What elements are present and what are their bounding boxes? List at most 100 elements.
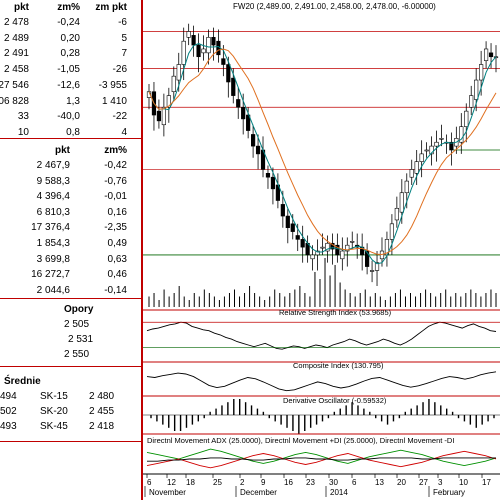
average-cell: 2 455 [89, 406, 115, 417]
quote-cell: 2 491 [3, 48, 29, 60]
candle-body [424, 149, 429, 152]
candle-body [171, 75, 176, 93]
index-cell: 0,46 [107, 269, 127, 281]
quote-row[interactable]: 2 478 -0,24 -6 [0, 17, 141, 31]
index-row[interactable]: 17 376,4 -2,35 [0, 222, 141, 236]
averages-title[interactable]: Średnie [0, 376, 141, 390]
index-cell: 2 044,6 [36, 284, 70, 296]
candle-body [315, 250, 320, 256]
quote-cell: 2 489 [3, 32, 29, 44]
composite-label: Composite Index (130.795) [293, 361, 384, 370]
column-header: pkt [14, 2, 29, 13]
quotes-panel: pkt zm% zm pkt 2 478 -0,24 -6 2 489 0,20 5 2 491 0… [0, 0, 141, 500]
quote-row[interactable]: 2 491 0,28 7 [0, 48, 141, 62]
tick-label: 16 [284, 478, 293, 487]
quote-row[interactable]: 2 489 0,20 5 [0, 33, 141, 47]
tick-label: 27 [419, 478, 428, 487]
candle-body [365, 250, 370, 267]
month-label: February [433, 488, 465, 497]
index-cell: 0,49 [107, 238, 127, 249]
average-cell: 502 [0, 406, 17, 417]
column-header: pkt [55, 145, 70, 156]
quote-cell: 1,3 [66, 95, 80, 107]
tick-label: 9 [261, 478, 266, 487]
index-row[interactable]: 4 396,4 -0,01 [0, 191, 141, 205]
quote-cell: -0,24 [57, 17, 80, 28]
index-cell: 6 810,3 [36, 206, 70, 218]
tick-label: 6 [147, 478, 152, 487]
column-header: zm pkt [95, 2, 127, 13]
section-separator [0, 138, 141, 139]
quote-row[interactable]: 10 0,8 4 [0, 127, 141, 141]
index-row[interactable]: 16 272,7 0,46 [0, 269, 141, 283]
index-cell: 16 272,7 [31, 269, 70, 281]
quote-cell: -6 [118, 17, 127, 28]
index-row[interactable]: 6 810,3 0,16 [0, 207, 141, 221]
index-cell: -0,42 [104, 160, 127, 171]
candle-body [255, 145, 261, 155]
quote-cell: 2 458 [3, 64, 29, 76]
candle-body [325, 242, 330, 252]
quotes-header[interactable]: pkt zm% zm pkt [0, 2, 141, 16]
candle-body [300, 239, 305, 248]
average-row[interactable]: 493 SK-45 2 418 [0, 421, 141, 435]
average-row[interactable]: 502 SK-20 2 455 [0, 406, 141, 420]
quote-row[interactable]: 27 546 -12,6 -3 955 [0, 80, 141, 94]
quote-cell: 27 546 [0, 79, 29, 91]
section-separator [0, 298, 141, 299]
index-header[interactable]: pkt zm% [0, 145, 141, 159]
x-axis: 6 12 18 25 2 9 16 23 30 6 13 20 27 3 10 17 November Decem… [143, 473, 500, 497]
candle-body [295, 235, 300, 240]
long-moving-average [148, 48, 497, 256]
candle-body [439, 138, 444, 140]
index-row[interactable]: 2 467,9 -0,42 [0, 160, 141, 174]
average-cell: 2 480 [89, 391, 115, 402]
index-cell: 9 588,3 [36, 175, 70, 187]
quote-row[interactable]: 2 458 -1,05 -26 [0, 64, 141, 78]
candle-body [394, 207, 399, 221]
tick-label: 13 [375, 478, 384, 487]
index-row[interactable]: 2 044,6 -0,14 [0, 285, 141, 299]
index-cell: 0,16 [107, 206, 127, 218]
dmi-label: Directnl Movement ADX (25.0000), Directn… [147, 436, 454, 445]
support-row[interactable]: 2 550 [0, 349, 141, 363]
quote-row[interactable]: 06 828 1,3 1 410 [0, 96, 141, 110]
index-cell: -0,01 [104, 191, 127, 203]
tick-label: 3 [438, 478, 443, 487]
candle-body [404, 180, 409, 194]
support-row[interactable]: 2 531 [0, 334, 141, 348]
candle-body [330, 242, 335, 250]
rsi-line [146, 321, 497, 350]
quote-cell: 7 [121, 48, 127, 60]
index-row[interactable]: 1 854,3 0,49 [0, 238, 141, 252]
price-chart[interactable]: 6 12 18 25 2 9 16 23 30 6 13 20 27 3 10 17 November Decem… [143, 0, 500, 500]
quote-cell: 33 [17, 111, 29, 123]
section-separator [0, 366, 141, 367]
composite-line [146, 371, 497, 392]
candle-body [449, 141, 454, 151]
candle-body [290, 223, 295, 232]
averages-heading: Średnie [4, 376, 41, 387]
average-row[interactable]: 494 SK-15 2 480 [0, 391, 141, 405]
candle-body [211, 37, 216, 46]
quote-row[interactable]: 33 -40,0 -22 [0, 111, 141, 125]
candle-body [474, 79, 479, 100]
candle-body [176, 64, 181, 81]
support-row[interactable]: 2 505 [0, 319, 141, 333]
quote-cell: -22 [112, 111, 127, 123]
chart-title: FW20 (2,489.00, 2,491.00, 2,458.00, 2,47… [233, 2, 436, 11]
tick-label: 25 [213, 478, 222, 487]
index-row[interactable]: 3 699,8 0,63 [0, 254, 141, 268]
candle-body [280, 204, 285, 217]
quote-cell: 2 478 [3, 17, 29, 28]
index-cell: 3 699,8 [36, 253, 70, 265]
candle-body [419, 153, 424, 162]
candle-body [340, 250, 345, 260]
index-row[interactable]: 9 588,3 -0,76 [0, 176, 141, 190]
quote-cell: 4 [121, 126, 127, 138]
candle-body [156, 110, 162, 122]
support-title[interactable]: Opory [0, 304, 141, 318]
average-cell: 2 418 [89, 421, 115, 432]
support-heading: Opory [64, 304, 94, 315]
dmi-panel [146, 448, 497, 469]
